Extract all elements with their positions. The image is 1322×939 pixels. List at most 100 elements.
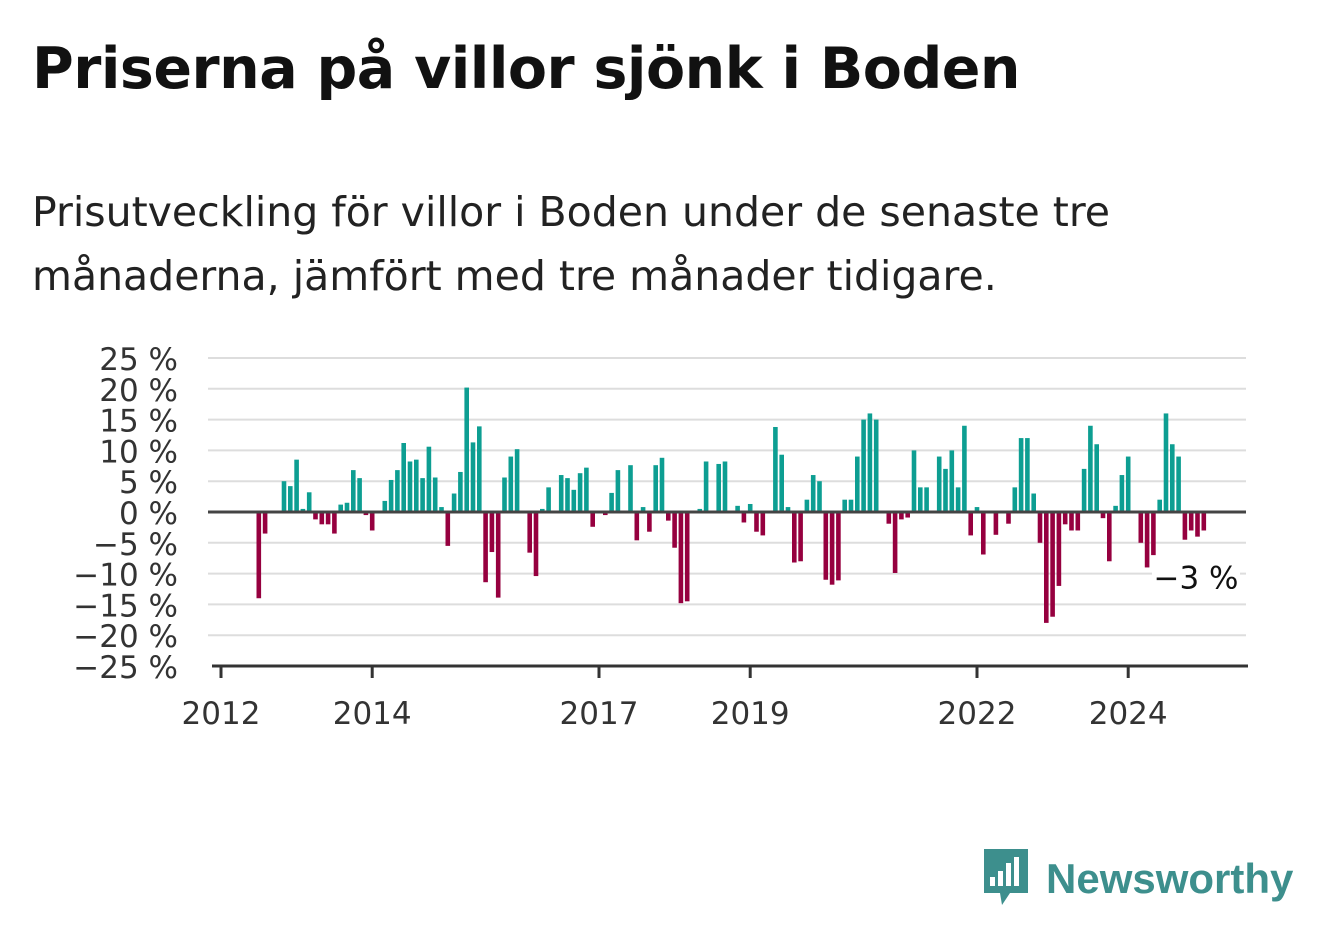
bar [848,499,854,512]
bar [546,487,551,512]
bar [735,505,740,512]
bar [451,493,457,512]
bar [1100,512,1106,519]
bar [936,456,942,512]
bar [905,512,910,518]
bar [659,457,665,512]
bar [590,512,595,527]
bar [684,512,690,602]
bar [256,512,262,599]
bar [955,487,961,512]
bar [483,512,488,583]
bar [792,512,797,563]
bar [867,413,873,512]
bar [395,470,400,512]
bar [842,499,847,512]
bar [414,459,419,512]
bar [533,512,539,577]
annotation-background [1152,562,1240,597]
bar [1018,438,1024,512]
bar [603,512,608,516]
bar [281,481,287,512]
bar [886,512,892,524]
bar [584,467,589,512]
bar [1119,475,1125,512]
newsworthy-bars-icon [980,847,1032,911]
chart-title: Priserna på villor sjönk i Boden [32,36,1021,102]
bar [540,508,545,512]
bar [432,477,438,512]
bar [426,446,432,512]
bar [640,507,646,512]
bar [741,512,747,523]
bar [489,512,495,553]
bar [754,512,759,532]
bar [351,470,356,512]
bar [1163,413,1169,512]
bar [558,475,564,512]
bar [899,512,904,520]
x-tick-label: 2012 [182,696,261,732]
bar [407,461,413,512]
bar [873,419,879,512]
y-tick-label: −10 % [73,558,178,594]
bar [1012,487,1018,512]
bar [892,512,898,573]
x-tick-label: 2022 [938,696,1017,732]
brand-logo[interactable]: Newsworthy [980,849,1293,909]
bar [477,426,482,512]
bar [804,499,810,512]
y-tick-label: −15 % [73,588,178,624]
bar [949,450,955,512]
bar [918,487,923,512]
bar [319,512,325,525]
bar [672,512,677,548]
bar [703,461,709,512]
bar [502,477,507,512]
chart-subtitle: Prisutveckling för villor i Boden under … [32,188,1111,300]
bar [1094,444,1099,512]
bar [785,507,791,512]
bar [495,512,501,598]
bar [1188,512,1194,531]
bar [678,512,684,604]
bar [1182,512,1188,540]
bar [981,512,986,555]
bar [1062,512,1068,525]
bar [332,512,337,534]
bar [666,512,671,521]
y-tick-label: 15 % [99,404,178,440]
y-tick-label: −20 % [73,619,178,655]
bar [628,465,633,512]
bar [439,507,444,512]
y-tick-label: 25 % [99,342,178,378]
bar [747,503,753,512]
y-tick-label: 0 % [119,496,178,532]
bar [823,512,829,580]
bar [300,508,306,512]
x-tick-label: 2017 [560,696,639,732]
bar [294,459,299,512]
bar [697,508,703,512]
bar [836,512,841,581]
bar [325,512,331,525]
bar [1025,438,1030,512]
bar [1107,512,1112,562]
bar [716,463,721,512]
brand-name: Newsworthy [1046,855,1294,902]
bar [1201,512,1207,531]
x-tick-label: 2019 [711,696,790,732]
bar [810,475,816,512]
bar [514,449,520,512]
bar [722,461,728,512]
bar [338,504,343,512]
bar [1113,505,1118,512]
bar [527,512,532,553]
bar [1138,512,1144,543]
bar [363,512,369,516]
bar [1044,512,1049,623]
y-tick-label: 20 % [99,373,178,409]
bar [1069,512,1074,531]
bar [420,478,425,512]
bar [344,502,350,512]
